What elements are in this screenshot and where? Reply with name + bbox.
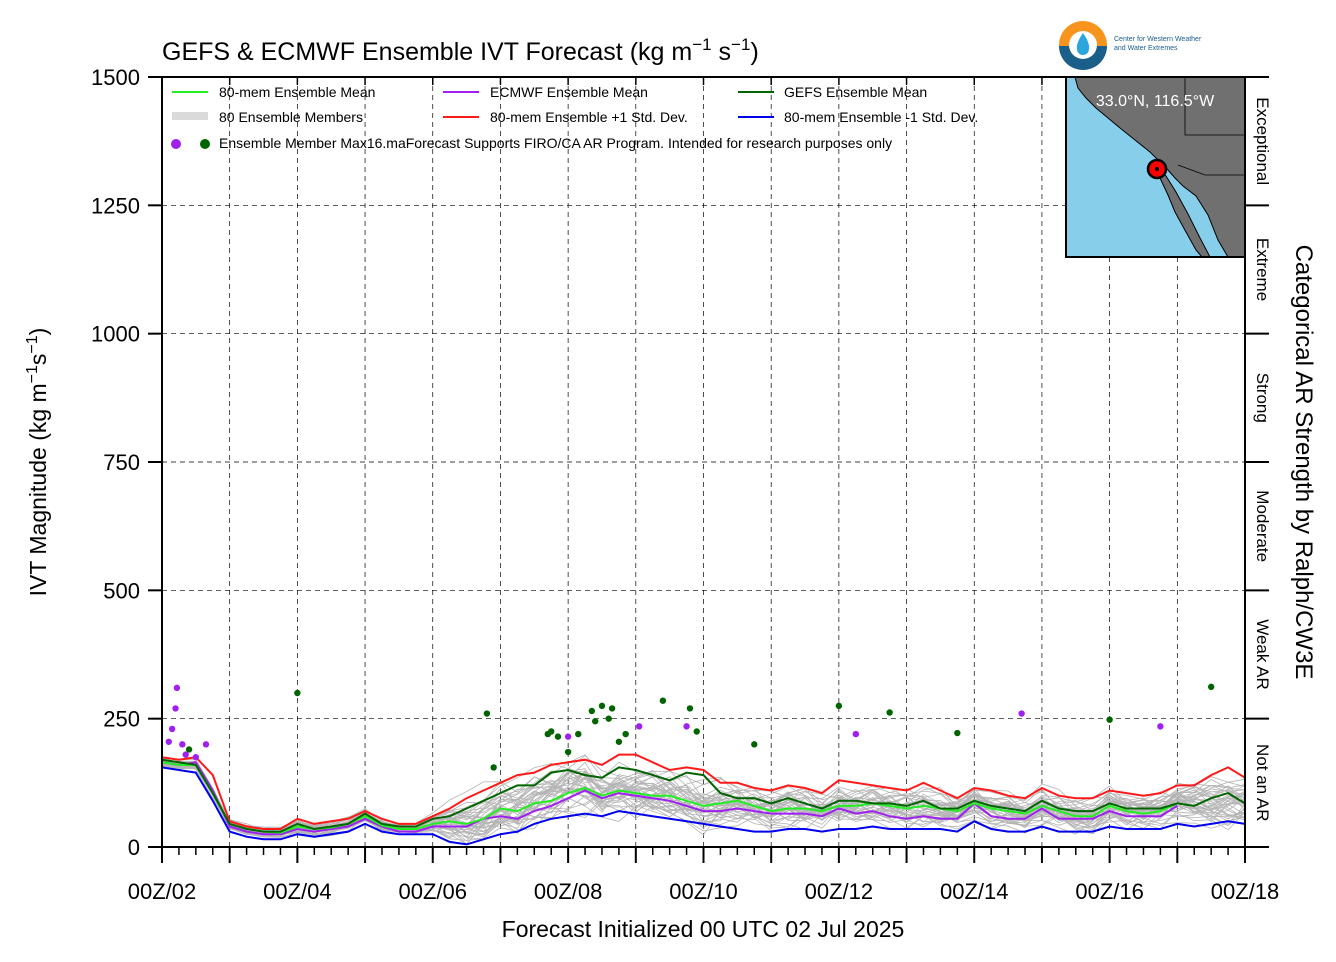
category-label: Extreme bbox=[1253, 238, 1272, 301]
gefs-max-point bbox=[554, 733, 562, 740]
logo-line2: and Water Extremes bbox=[1114, 45, 1178, 52]
x-tick-label: 00Z/16 bbox=[1075, 879, 1144, 904]
gefs-max-point bbox=[564, 748, 572, 756]
legend-mean80: 80-mem Ensemble Mean bbox=[219, 84, 375, 100]
gefs-max-point bbox=[588, 707, 596, 715]
ecmwf-max-point bbox=[168, 725, 176, 733]
gefs-max-point bbox=[693, 728, 700, 735]
category-label: Exceptional bbox=[1253, 97, 1272, 185]
gefs-max-point bbox=[835, 702, 843, 710]
category-label: Not an AR bbox=[1253, 744, 1272, 822]
ecmwf-max-point bbox=[192, 753, 200, 761]
legend-members: 80 Ensemble Members bbox=[219, 109, 363, 125]
gefs-max-point bbox=[1207, 683, 1215, 691]
y-tick-label: 0 bbox=[128, 835, 140, 860]
gefs-max-point bbox=[622, 730, 629, 738]
gefs-max-point bbox=[548, 728, 555, 735]
legend-max: Ensemble Member Max16.maForecast Support… bbox=[219, 135, 892, 151]
gefs-max-point bbox=[185, 746, 193, 753]
series-line bbox=[161, 753, 1246, 830]
x-tick-label: 00Z/08 bbox=[534, 879, 603, 904]
ecmwf-max-point bbox=[1157, 723, 1164, 730]
y-tick-label: 250 bbox=[103, 707, 140, 732]
ecmwf-max-point bbox=[683, 723, 690, 730]
x-tick-label: 00Z/14 bbox=[940, 879, 1009, 904]
location-map: 33.0°N, 116.5°W bbox=[1065, 76, 1246, 258]
gefs-max-point bbox=[886, 709, 893, 716]
gefs-max-point bbox=[659, 697, 667, 704]
ecmwf-max-point bbox=[173, 684, 181, 692]
ecmwf-max-point bbox=[202, 741, 210, 748]
legend-plus-sd: 80-mem Ensemble +1 Std. Dev. bbox=[490, 109, 688, 125]
ecmwf-max-point bbox=[852, 730, 859, 738]
x-tick-label: 00Z/18 bbox=[1211, 879, 1280, 904]
right-axis-label: Categorical AR Strength by Ralph/CW3E bbox=[1290, 245, 1317, 680]
x-tick-label: 00Z/10 bbox=[669, 879, 738, 904]
y-tick-label: 1250 bbox=[91, 193, 140, 218]
gefs-max-point bbox=[1106, 716, 1113, 723]
series-lines bbox=[161, 753, 1246, 846]
legend: 80-mem Ensemble Mean 80 Ensemble Members… bbox=[171, 84, 978, 151]
category-label: Moderate bbox=[1253, 490, 1272, 562]
gefs-max-point bbox=[592, 718, 599, 725]
x-tick-label: 00Z/12 bbox=[805, 879, 874, 904]
category-label: Strong bbox=[1253, 373, 1272, 423]
legend-gefs-mean: GEFS Ensemble Mean bbox=[784, 84, 927, 100]
gefs-max-point bbox=[575, 730, 582, 738]
ecmwf-max-point bbox=[635, 723, 643, 730]
logo-line1: Center for Western Weather bbox=[1114, 36, 1202, 43]
y-tick-label: 1000 bbox=[91, 322, 140, 347]
ensemble-member-line bbox=[161, 761, 1246, 838]
map-location-label: 33.0°N, 116.5°W bbox=[1096, 93, 1215, 110]
gefs-max-point bbox=[608, 705, 616, 712]
y-tick-label: 500 bbox=[103, 578, 140, 603]
x-tick-label: 00Z/06 bbox=[399, 879, 468, 904]
series-line bbox=[161, 766, 1246, 846]
ecmwf-max-point bbox=[179, 741, 186, 748]
gefs-max-point bbox=[751, 741, 758, 748]
ecmwf-max-point bbox=[165, 738, 172, 745]
ecmwf-max-point bbox=[182, 751, 189, 758]
chart-title: GEFS & ECMWF Ensemble IVT Forecast (kg m… bbox=[162, 35, 759, 66]
gefs-max-point bbox=[615, 738, 623, 745]
ecmwf-max-point bbox=[1018, 710, 1025, 717]
y-tick-label: 1500 bbox=[91, 65, 140, 90]
ecmwf-max-point bbox=[172, 705, 179, 712]
category-label: Weak AR bbox=[1253, 619, 1272, 690]
y-axis-label: IVT Magnitude (kg m−1s−1) bbox=[24, 328, 51, 597]
gefs-max-point bbox=[490, 764, 497, 771]
series-line bbox=[161, 758, 1246, 833]
cw3e-logo: Center for Western Weather and Water Ext… bbox=[1059, 21, 1202, 70]
max-points bbox=[165, 683, 1215, 771]
x-tick-label: 00Z/04 bbox=[263, 879, 332, 904]
legend-ecmwf-mean: ECMWF Ensemble Mean bbox=[490, 84, 648, 100]
legend-minus-sd: 80-mem Ensemble -1 Std. Dev. bbox=[784, 109, 978, 125]
y-tick-label: 750 bbox=[103, 450, 140, 475]
ecmwf-max-point bbox=[564, 733, 572, 740]
x-axis-label: Forecast Initialized 00 UTC 02 Jul 2025 bbox=[502, 916, 905, 942]
gefs-max-point bbox=[598, 702, 606, 710]
series-line bbox=[161, 761, 1178, 836]
gefs-max-point bbox=[605, 715, 612, 722]
x-tick-label: 00Z/02 bbox=[128, 879, 197, 904]
gefs-max-point bbox=[483, 710, 491, 717]
gefs-max-point bbox=[954, 729, 961, 737]
gefs-max-point bbox=[294, 689, 301, 697]
gefs-max-point bbox=[686, 705, 694, 712]
ensemble-member-line bbox=[161, 760, 1245, 838]
